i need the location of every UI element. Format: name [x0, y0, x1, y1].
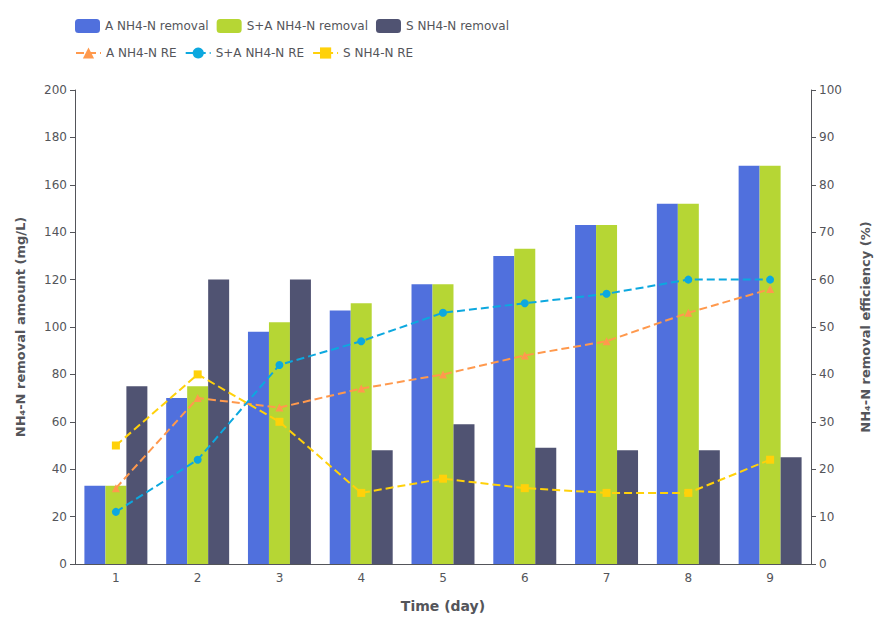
- svg-text:80: 80: [52, 367, 67, 381]
- svg-text:160: 160: [44, 178, 67, 192]
- svg-text:60: 60: [52, 415, 67, 429]
- svg-text:6: 6: [521, 571, 529, 585]
- svg-text:40: 40: [819, 367, 834, 381]
- svg-text:S+A NH4-N removal: S+A NH4-N removal: [247, 19, 368, 33]
- svg-text:A NH4-N removal: A NH4-N removal: [105, 19, 209, 33]
- svg-text:20: 20: [819, 462, 834, 476]
- svg-text:180: 180: [44, 130, 67, 144]
- svg-text:60: 60: [819, 273, 834, 287]
- svg-text:2: 2: [194, 571, 202, 585]
- svg-text:30: 30: [819, 415, 834, 429]
- svg-text:5: 5: [439, 571, 447, 585]
- svg-text:50: 50: [819, 320, 834, 334]
- svg-text:S NH4-N removal: S NH4-N removal: [406, 19, 509, 33]
- svg-text:70: 70: [819, 225, 834, 239]
- svg-text:3: 3: [276, 571, 284, 585]
- svg-text:0: 0: [819, 557, 827, 571]
- svg-text:8: 8: [685, 571, 693, 585]
- svg-text:7: 7: [603, 571, 611, 585]
- svg-text:0: 0: [59, 557, 67, 571]
- svg-text:NH₄-N removal efficiency (%): NH₄-N removal efficiency (%): [858, 221, 873, 432]
- svg-text:120: 120: [44, 273, 67, 287]
- svg-text:1: 1: [112, 571, 120, 585]
- svg-text:140: 140: [44, 225, 67, 239]
- svg-text:10: 10: [819, 510, 834, 524]
- svg-text:Time (day): Time (day): [401, 598, 485, 614]
- svg-text:100: 100: [819, 83, 842, 97]
- svg-text:90: 90: [819, 130, 834, 144]
- svg-text:100: 100: [44, 320, 67, 334]
- svg-text:40: 40: [52, 462, 67, 476]
- svg-text:S+A NH4-N RE: S+A NH4-N RE: [216, 46, 304, 60]
- svg-text:9: 9: [766, 571, 774, 585]
- svg-text:4: 4: [357, 571, 365, 585]
- svg-text:20: 20: [52, 510, 67, 524]
- svg-text:A NH4-N RE: A NH4-N RE: [106, 46, 177, 60]
- svg-text:S NH4-N RE: S NH4-N RE: [343, 46, 413, 60]
- svg-text:200: 200: [44, 83, 67, 97]
- svg-text:NH₄-N removal amount (mg/L): NH₄-N removal amount (mg/L): [13, 217, 28, 437]
- svg-text:80: 80: [819, 178, 834, 192]
